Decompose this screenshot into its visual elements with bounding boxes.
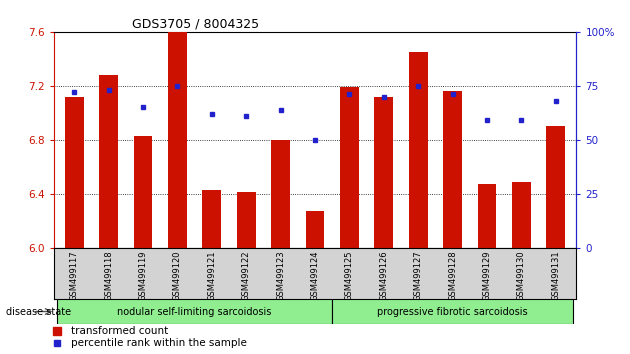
Text: GSM499126: GSM499126 [379, 250, 388, 301]
Bar [168, 32, 187, 248]
Text: percentile rank within the sample: percentile rank within the sample [71, 338, 247, 348]
Bar [202, 190, 221, 248]
Text: GSM499120: GSM499120 [173, 250, 182, 301]
Text: GSM499121: GSM499121 [207, 250, 216, 301]
Bar [443, 91, 462, 248]
Bar [512, 182, 531, 248]
Bar [340, 87, 359, 248]
Text: transformed count: transformed count [71, 326, 168, 336]
Text: GSM499130: GSM499130 [517, 250, 526, 301]
Text: GDS3705 / 8004325: GDS3705 / 8004325 [132, 18, 259, 31]
Bar [409, 52, 428, 248]
Text: GSM499131: GSM499131 [551, 250, 560, 301]
Bar [306, 211, 324, 248]
Text: GSM499127: GSM499127 [414, 250, 423, 301]
Text: GSM499117: GSM499117 [70, 250, 79, 301]
Text: GSM499124: GSM499124 [311, 250, 319, 301]
Text: GSM499122: GSM499122 [242, 250, 251, 301]
Bar [374, 97, 393, 248]
Text: GSM499118: GSM499118 [104, 250, 113, 301]
Bar [237, 193, 256, 248]
Bar [57, 299, 332, 324]
Text: nodular self-limiting sarcoidosis: nodular self-limiting sarcoidosis [117, 307, 272, 316]
Text: disease state: disease state [6, 307, 71, 316]
Bar [478, 184, 496, 248]
Bar [271, 140, 290, 248]
Text: GSM499129: GSM499129 [483, 250, 491, 301]
Bar [134, 136, 152, 248]
Text: progressive fibrotic sarcoidosis: progressive fibrotic sarcoidosis [377, 307, 528, 316]
Bar [546, 126, 565, 248]
Bar [65, 97, 84, 248]
Text: GSM499123: GSM499123 [276, 250, 285, 301]
Text: GSM499128: GSM499128 [448, 250, 457, 301]
Bar [99, 75, 118, 248]
Bar [332, 299, 573, 324]
Text: GSM499125: GSM499125 [345, 250, 354, 301]
Text: GSM499119: GSM499119 [139, 250, 147, 301]
